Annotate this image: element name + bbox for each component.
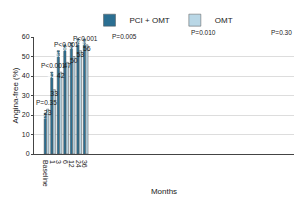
svg-text:56: 56 (83, 45, 91, 52)
svg-text:24: 24 (75, 160, 82, 168)
svg-text:P=0.005: P=0.005 (112, 33, 137, 40)
svg-text:33: 33 (50, 90, 58, 97)
svg-text:Months: Months (151, 187, 177, 196)
svg-text:P=0.35: P=0.35 (36, 99, 57, 106)
svg-text:PCI + OMT: PCI + OMT (130, 16, 170, 25)
svg-text:P<0.001: P<0.001 (41, 62, 66, 69)
svg-text:Angina-free (%): Angina-free (%) (11, 67, 20, 123)
svg-text:P<0.001: P<0.001 (54, 41, 79, 48)
svg-text:1: 1 (49, 160, 56, 164)
svg-text:50: 50 (70, 57, 78, 64)
svg-text:57: 57 (67, 43, 75, 50)
svg-text:12: 12 (68, 160, 75, 168)
svg-text:40: 40 (22, 72, 30, 79)
svg-text:42: 42 (48, 72, 56, 79)
svg-text:23: 23 (44, 109, 52, 116)
svg-text:53: 53 (76, 51, 84, 58)
svg-text:56: 56 (61, 45, 69, 52)
svg-text:36: 36 (81, 160, 88, 168)
svg-text:6: 6 (62, 160, 69, 164)
svg-text:42: 42 (57, 72, 65, 79)
svg-text:0: 0 (26, 150, 30, 157)
svg-text:P<0.001: P<0.001 (73, 35, 98, 42)
svg-text:Baseline: Baseline (42, 160, 49, 187)
svg-text:20: 20 (22, 111, 30, 118)
svg-text:P=0.010: P=0.010 (191, 29, 216, 36)
svg-text:3: 3 (55, 160, 62, 164)
svg-text:59: 59 (74, 39, 82, 46)
svg-text:59: 59 (80, 39, 88, 46)
svg-text:47: 47 (63, 62, 71, 69)
svg-text:53: 53 (54, 51, 62, 58)
svg-text:P=0.30: P=0.30 (271, 29, 292, 36)
svg-text:30: 30 (22, 92, 30, 99)
svg-text:10: 10 (22, 131, 30, 138)
svg-text:OMT: OMT (215, 16, 233, 25)
svg-text:60: 60 (22, 33, 30, 40)
svg-text:50: 50 (22, 53, 30, 60)
svg-text:21: 21 (41, 113, 49, 120)
